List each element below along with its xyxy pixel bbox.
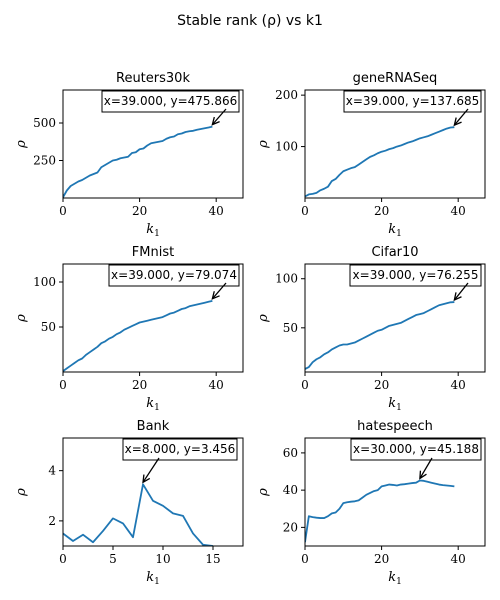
chart-title: FMnist bbox=[132, 245, 174, 260]
x-tick-label: 20 bbox=[132, 204, 147, 218]
annotation-arrow bbox=[453, 108, 469, 126]
annotation-text: x=39.000, y=76.255 bbox=[353, 268, 479, 282]
annotation-text: x=30.000, y=45.188 bbox=[353, 442, 479, 456]
x-axis-label: k1 bbox=[146, 222, 160, 239]
y-tick-label: 250 bbox=[33, 154, 56, 168]
y-tick-label: 20 bbox=[283, 520, 298, 534]
arrow-head bbox=[453, 117, 462, 127]
chart-title: Cifar10 bbox=[371, 245, 418, 260]
x-tick-label: 0 bbox=[301, 378, 309, 392]
y-tick-label: 100 bbox=[275, 272, 298, 286]
x-tick-label: 5 bbox=[109, 552, 117, 566]
x-axis-label: k1 bbox=[388, 570, 402, 587]
annotation-text: x=39.000, y=475.866 bbox=[104, 94, 238, 108]
arrow-head bbox=[211, 116, 220, 126]
plot-frame bbox=[304, 263, 486, 373]
plot-frame bbox=[62, 89, 244, 199]
chart-panel: geneRNASeq 0 20 40 100 200 k1 ρ x=39.000, y=137.… bbox=[256, 71, 486, 239]
x-tick-label: 20 bbox=[374, 552, 389, 566]
x-tick-label: 0 bbox=[301, 204, 309, 218]
arrow-head bbox=[142, 474, 151, 484]
x-tick-label: 40 bbox=[451, 204, 466, 218]
annotation-box bbox=[350, 438, 482, 461]
chart-title: hatespeech bbox=[357, 419, 433, 434]
plot-frame bbox=[304, 437, 486, 547]
annotation-box bbox=[349, 264, 482, 287]
series-line bbox=[63, 483, 214, 546]
series-line bbox=[63, 299, 213, 372]
x-tick-label: 10 bbox=[155, 552, 170, 566]
y-tick-label: 4 bbox=[48, 464, 56, 478]
plot-frame bbox=[62, 437, 244, 547]
chart-panel: hatespeech 0 20 40 20 40 60 k1 ρ x=30.000, y=45.1… bbox=[256, 419, 486, 587]
series-line bbox=[63, 125, 213, 198]
x-axis-label: k1 bbox=[388, 222, 402, 239]
x-tick-label: 15 bbox=[205, 552, 220, 566]
y-axis-label: ρ bbox=[14, 314, 29, 323]
annotation-arrow bbox=[453, 282, 469, 301]
annotation-box bbox=[343, 90, 482, 113]
x-tick-label: 20 bbox=[132, 378, 147, 392]
y-tick-label: 50 bbox=[41, 320, 56, 334]
y-tick-label: 40 bbox=[283, 483, 298, 497]
series-line bbox=[305, 301, 455, 370]
plot-frame bbox=[304, 89, 486, 199]
series-line bbox=[305, 126, 455, 198]
y-axis-label: ρ bbox=[14, 488, 29, 497]
y-tick-label: 60 bbox=[283, 446, 298, 460]
annotation-arrow bbox=[142, 457, 160, 483]
x-tick-label: 40 bbox=[209, 204, 224, 218]
x-tick-label: 40 bbox=[209, 378, 224, 392]
annotation-text: x=39.000, y=79.074 bbox=[111, 268, 237, 282]
arrow-head bbox=[419, 470, 427, 480]
chart-title: geneRNASeq bbox=[353, 71, 438, 86]
figure-title: Stable rank (ρ) vs k1 bbox=[177, 13, 323, 29]
x-tick-label: 40 bbox=[451, 552, 466, 566]
chart-panel: Cifar10 0 20 40 50 100 k1 ρ x=39.000, y=76.255 bbox=[256, 245, 486, 413]
series-line bbox=[305, 479, 455, 543]
x-axis-label: k1 bbox=[388, 396, 402, 413]
x-tick-label: 0 bbox=[59, 378, 67, 392]
y-axis-label: ρ bbox=[14, 140, 29, 149]
annotation-box bbox=[122, 438, 238, 461]
annotation-text: x=39.000, y=137.685 bbox=[346, 94, 480, 108]
x-tick-label: 20 bbox=[374, 204, 389, 218]
annotation-box bbox=[101, 90, 240, 113]
x-axis-label: k1 bbox=[146, 570, 160, 587]
y-axis-label: ρ bbox=[256, 488, 271, 497]
chart-panel: FMnist 0 20 40 50 100 k1 ρ x=39.000, y=79.074 bbox=[14, 245, 244, 413]
x-tick-label: 20 bbox=[374, 378, 389, 392]
y-axis-label: ρ bbox=[256, 314, 271, 323]
arrow-head bbox=[211, 291, 220, 300]
x-tick-label: 0 bbox=[59, 204, 67, 218]
y-tick-label: 200 bbox=[275, 88, 298, 102]
x-axis-label: k1 bbox=[146, 396, 160, 413]
y-axis-label: ρ bbox=[256, 140, 271, 149]
chart-panel: Reuters30k 0 20 40 250 500 k1 ρ x=39.000, y=475.… bbox=[14, 71, 244, 239]
plot-frame bbox=[62, 263, 244, 373]
annotation-arrow bbox=[419, 457, 433, 479]
x-tick-label: 0 bbox=[59, 552, 67, 566]
y-tick-label: 100 bbox=[275, 140, 298, 154]
y-tick-label: 50 bbox=[283, 321, 298, 335]
chart-title: Reuters30k bbox=[116, 71, 190, 86]
annotation-text: x=8.000, y=3.456 bbox=[125, 442, 236, 456]
chart-panel: Bank 0 5 10 15 2 4 k1 ρ x=8.000, y=3.456 bbox=[14, 419, 244, 587]
y-tick-label: 2 bbox=[48, 514, 56, 528]
y-tick-label: 500 bbox=[33, 116, 56, 130]
chart-title: Bank bbox=[137, 419, 170, 434]
annotation-arrow bbox=[211, 282, 227, 300]
x-tick-label: 40 bbox=[451, 378, 466, 392]
y-tick-label: 100 bbox=[33, 275, 56, 289]
annotation-box bbox=[108, 264, 240, 287]
x-tick-label: 0 bbox=[301, 552, 309, 566]
annotation-arrow bbox=[211, 108, 227, 126]
arrow-head bbox=[453, 292, 462, 302]
